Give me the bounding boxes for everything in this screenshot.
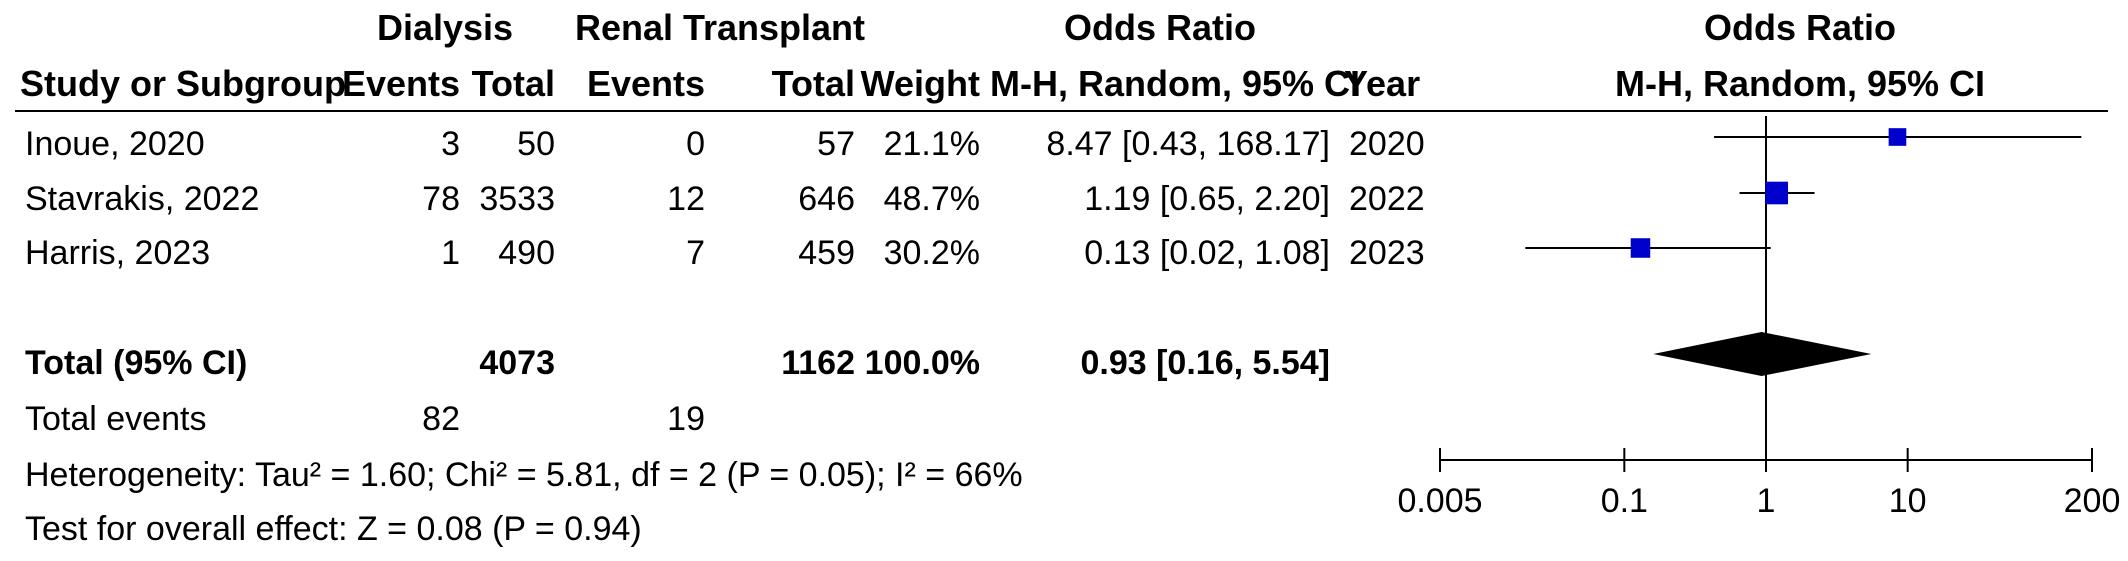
col-total2-header: Total	[771, 63, 855, 104]
total2-cell: 459	[798, 234, 855, 272]
weight-cell: 48.7%	[883, 180, 980, 218]
col-year-header: Year	[1344, 63, 1421, 104]
header-rule	[15, 110, 2108, 112]
study-marker	[1630, 238, 1651, 258]
events2-cell: 19	[667, 400, 705, 438]
total1-cell: 3533	[479, 180, 555, 218]
weight-cell: 100.0%	[864, 344, 980, 382]
x-tick-label: 200	[2064, 482, 2121, 520]
weight-cell: 21.1%	[883, 125, 980, 163]
plot-method-header: M-H, Random, 95% CI	[1614, 63, 1986, 104]
total1-cell: 4073	[479, 344, 555, 382]
events2-cell: 0	[686, 125, 705, 163]
or-ci-cell: 0.93 [0.16, 5.54]	[1080, 344, 1330, 382]
total2-cell: 646	[798, 180, 855, 218]
events1-cell: 1	[441, 234, 460, 272]
x-tick-label: 0.1	[1601, 482, 1648, 520]
x-tick-label: 0.005	[1397, 482, 1482, 520]
events1-cell: 78	[422, 180, 460, 218]
col-events1-header: Events	[341, 63, 460, 104]
total-label: Total (95% CI)	[25, 344, 248, 382]
total1-cell: 490	[498, 234, 555, 272]
effect-table-header: Odds Ratio	[1063, 7, 1256, 48]
heterogeneity-text: Heterogeneity: Tau² = 1.60; Chi² = 5.81,…	[25, 456, 1023, 494]
group2-header: Renal Transplant	[574, 7, 866, 48]
col-method-header: M-H, Random, 95% CI	[990, 63, 1361, 104]
study-name: Harris, 2023	[25, 234, 211, 272]
x-tick-label: 1	[1757, 482, 1776, 520]
study-name: Inoue, 2020	[25, 125, 205, 163]
total2-cell: 57	[817, 125, 855, 163]
weight-cell: 30.2%	[883, 234, 980, 272]
or-ci-cell: 1.19 [0.65, 2.20]	[1084, 180, 1330, 218]
events1-cell: 82	[422, 400, 460, 438]
pooled-diamond	[1653, 332, 1872, 376]
col-weight-header: Weight	[860, 63, 980, 104]
col-study-header: Study or Subgroup	[20, 63, 346, 104]
total1-cell: 50	[517, 125, 555, 163]
or-ci-cell: 0.13 [0.02, 1.08]	[1084, 234, 1330, 272]
study-name: Stavrakis, 2022	[25, 180, 260, 218]
study-marker	[1765, 181, 1789, 205]
or-ci-cell: 8.47 [0.43, 168.17]	[1046, 125, 1330, 163]
events2-cell: 12	[667, 180, 705, 218]
col-events2-header: Events	[586, 63, 705, 104]
study-marker	[1888, 128, 1907, 146]
x-tick-label: 10	[1889, 482, 1927, 520]
total2-cell: 1162	[781, 344, 855, 382]
year-cell: 2020	[1349, 125, 1425, 163]
effect-plot-header: Odds Ratio	[1703, 7, 1896, 48]
col-total1-header: Total	[471, 63, 555, 104]
year-cell: 2023	[1349, 234, 1425, 272]
events1-cell: 3	[441, 125, 460, 163]
overall-effect-text: Test for overall effect: Z = 0.08 (P = 0…	[25, 510, 642, 548]
group1-header: Dialysis	[376, 7, 514, 48]
year-cell: 2022	[1349, 180, 1425, 218]
total-events-label: Total events	[25, 400, 207, 438]
events2-cell: 7	[686, 234, 705, 272]
